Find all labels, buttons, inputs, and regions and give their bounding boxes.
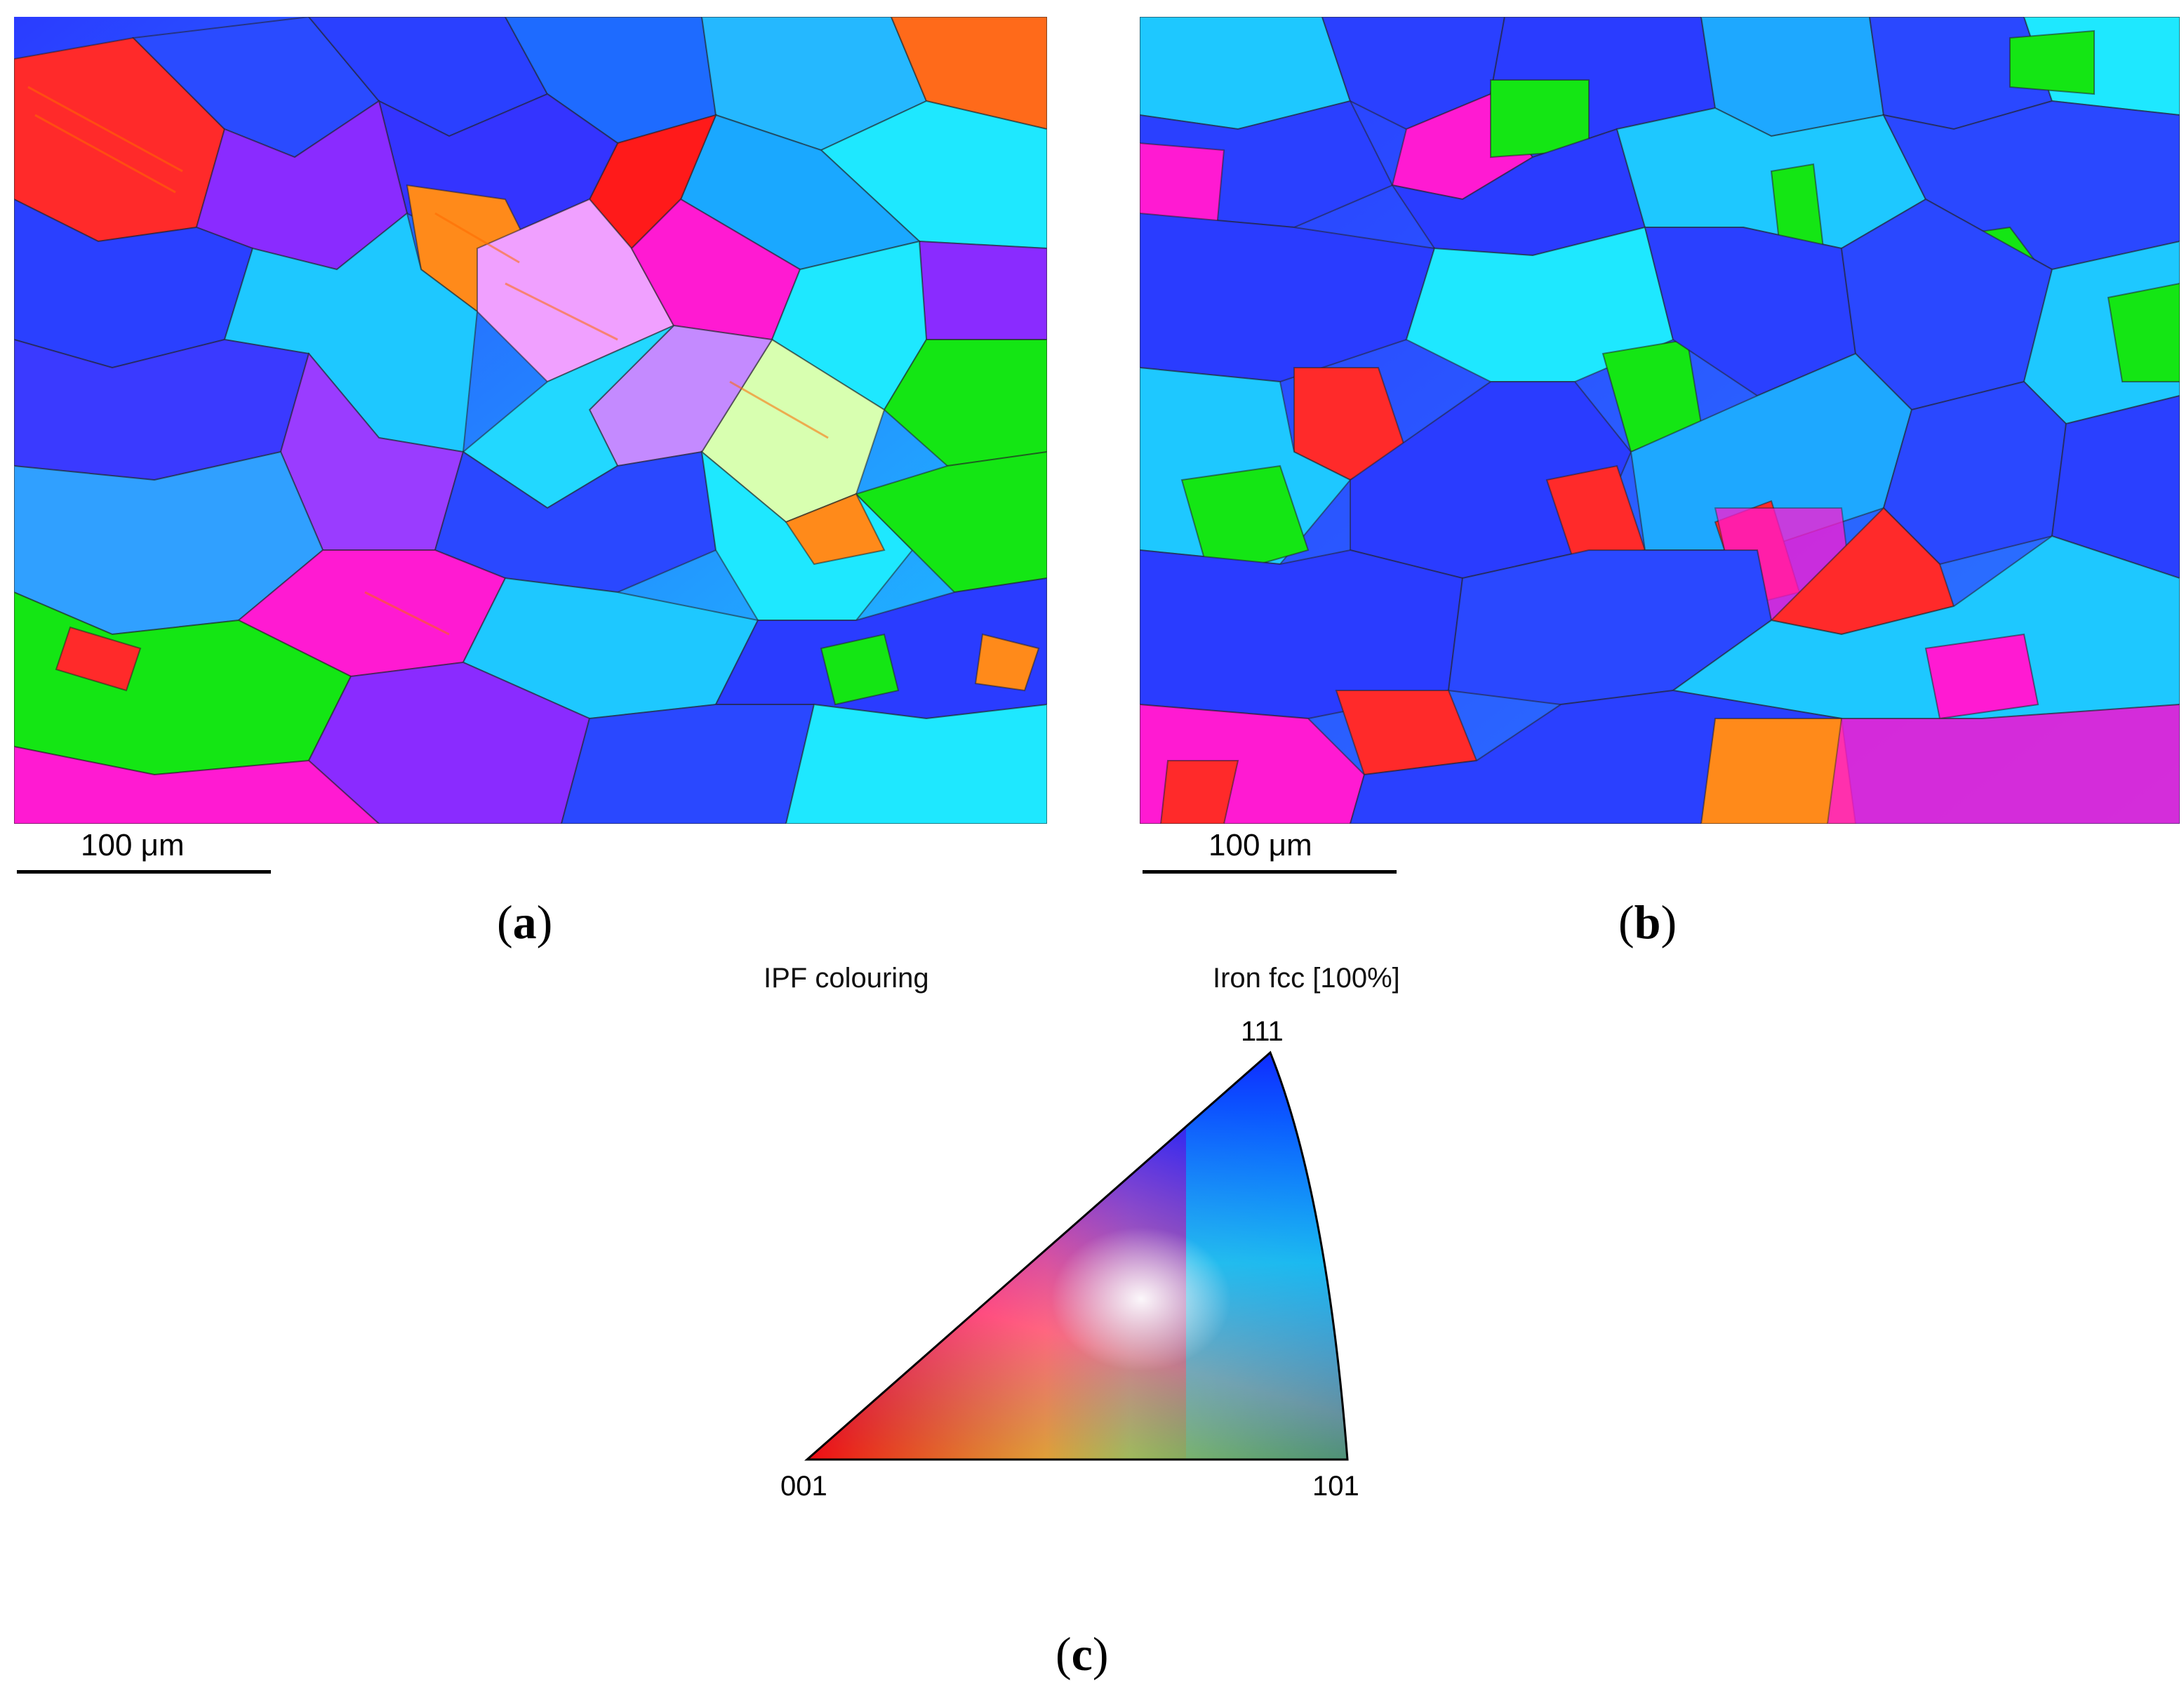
ebsd-map-a-graphic	[14, 17, 1047, 824]
corner-label-001: 001	[780, 1471, 827, 1502]
ipf-color-key	[793, 1039, 1354, 1488]
scale-bar-a	[17, 870, 271, 874]
legend-title-phase: Iron fcc [100%]	[1213, 963, 1400, 994]
ebsd-map-b	[1140, 17, 2180, 824]
panel-label-c-letter: c	[1071, 1627, 1093, 1681]
scale-bar-label-a: 100 μm	[81, 828, 185, 862]
panel-label-a: (a)	[497, 895, 553, 949]
ipf-triangle-outline	[804, 1050, 1349, 1461]
scale-bar-label-b: 100 μm	[1208, 828, 1312, 862]
ebsd-map-a	[14, 17, 1047, 824]
panel-label-c: (c)	[1056, 1627, 1109, 1681]
panel-label-b: (b)	[1618, 895, 1677, 949]
scale-bar-b	[1143, 870, 1397, 874]
corner-label-111: 111	[1241, 1016, 1284, 1047]
ebsd-map-b-graphic	[1140, 17, 2180, 824]
panel-label-a-letter: a	[512, 895, 537, 949]
corner-label-101: 101	[1312, 1471, 1359, 1502]
ipf-triangle-graphic	[804, 1050, 1349, 1461]
panel-label-b-letter: b	[1634, 895, 1661, 949]
legend-title-ipf: IPF colouring	[764, 963, 929, 994]
